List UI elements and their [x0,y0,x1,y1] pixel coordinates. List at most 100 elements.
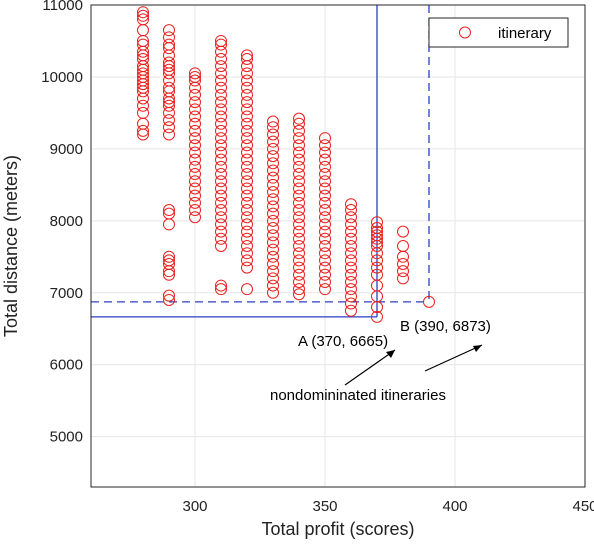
data-point [189,160,201,173]
data-point [319,283,331,296]
data-point [345,198,357,211]
data-point [215,132,227,145]
data-point [293,189,305,202]
data-point [163,250,175,263]
data-point [215,189,227,202]
data-point [163,56,175,69]
data-point [371,310,383,323]
data-point [319,218,331,231]
data-point [267,272,279,285]
data-point [319,240,331,252]
y-tick-label: 9000 [50,141,83,158]
data-point [319,254,331,267]
data-point [241,67,253,80]
data-point [267,121,279,134]
data-point [137,67,149,80]
x-axis-label: Total profit (scores) [261,519,414,539]
data-point [215,117,227,130]
data-point [215,182,227,195]
data-point [215,60,227,73]
data-point [241,261,253,274]
data-point [215,34,227,47]
data-point [293,288,305,301]
data-point [293,160,305,173]
data-point [293,112,305,125]
data-point [319,225,331,238]
data-point [241,189,253,202]
data-point [241,160,253,173]
data-point [215,175,227,188]
data-point [293,124,305,137]
data-point [423,295,435,308]
data-point [293,196,305,209]
data-point [371,229,383,242]
y-tick-label: 7000 [50,285,83,302]
data-point [293,261,305,274]
data-point [267,207,279,220]
data-point [293,146,305,159]
data-point [267,193,279,206]
x-tick-label: 450 [572,498,594,515]
data-point [371,254,383,267]
data-point [241,254,253,267]
data-point [267,142,279,155]
y-tick-label: 5000 [50,429,83,446]
data-point [293,204,305,217]
data-point [241,232,253,245]
data-point [215,225,227,238]
data-point [319,146,331,159]
data-point [215,146,227,159]
data-point [241,196,253,209]
data-point [345,247,357,260]
legend-box [428,17,569,48]
data-point [267,279,279,292]
annotation-nondominated-label: nondomininated itineraries [270,387,446,404]
data-point [215,67,227,80]
data-point [267,222,279,235]
data-point [267,200,279,213]
data-point [137,38,149,51]
data-point [397,257,409,270]
data-point [241,283,253,296]
data-point [215,81,227,94]
x-tick-labels: 300 350 400 450 [182,498,594,515]
data-point [397,225,409,238]
data-point [319,153,331,166]
data-point [267,135,279,148]
data-point [215,218,227,231]
data-point [267,265,279,278]
data-point [267,157,279,170]
data-point [163,254,175,267]
data-point [319,168,331,181]
y-tick-label: 6000 [50,357,83,374]
data-point [293,117,305,130]
data-point [215,283,227,296]
data-point [293,232,305,245]
data-point [319,175,331,188]
data-point [241,204,253,217]
data-point [293,211,305,224]
annotation-a-label: A (370, 6665) [298,333,388,350]
data-point [163,207,175,220]
arrowhead-b [473,345,482,352]
data-point [267,186,279,199]
data-point [293,182,305,195]
data-point [267,286,279,299]
data-point [293,218,305,231]
data-point [189,67,201,80]
data-point [319,196,331,209]
data-point [215,211,227,224]
data-point [189,175,201,188]
data-point [189,211,201,224]
data-point [241,182,253,195]
data-point [215,124,227,137]
data-point [215,88,227,101]
data-point [293,240,305,252]
data-point [267,178,279,191]
data-point [345,268,357,281]
data-point [163,204,175,217]
data-point [189,74,201,87]
data-point [293,168,305,181]
data-point [267,128,279,141]
legend-marker [459,26,471,39]
